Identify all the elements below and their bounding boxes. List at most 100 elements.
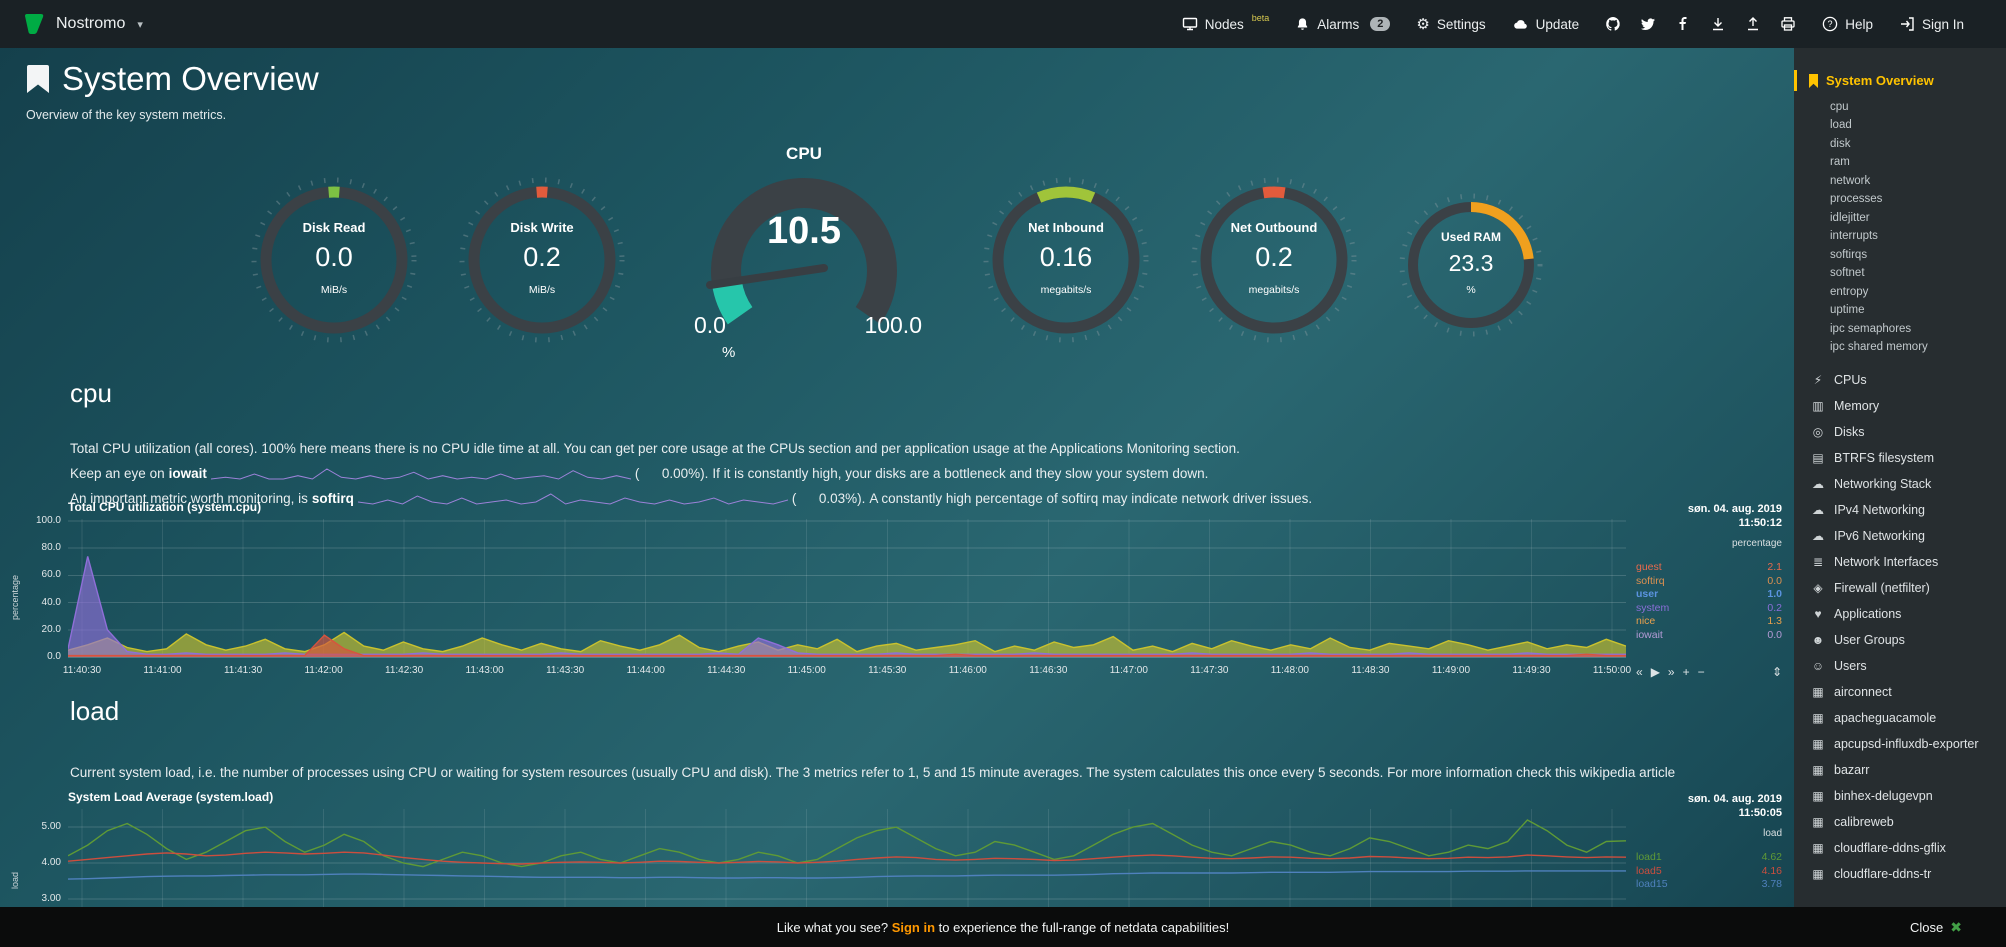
banner-message: Like what you see? Sign in to experience… — [0, 920, 2006, 935]
legend-row-load1[interactable]: load1 4.62 — [1636, 851, 1782, 865]
update-button[interactable]: Update — [1512, 17, 1579, 32]
sidebar-item-apcupsd-influxdb-exporter[interactable]: ▦ apcupsd-influxdb-exporter — [1794, 731, 2006, 757]
sidebar-item-network-interfaces[interactable]: ≣ Network Interfaces — [1794, 549, 2006, 575]
chart-title: Total CPU utilization (system.cpu) — [68, 500, 262, 514]
chart-title: System Load Average (system.load) — [68, 790, 274, 804]
pan-left-icon[interactable]: « — [1636, 665, 1643, 679]
brand-menu[interactable]: Nostromo ▾ — [22, 12, 143, 36]
legend-row-system[interactable]: system 0.2 — [1636, 602, 1782, 616]
sidebar-item-ipc-shared-memory[interactable]: ipc shared memory — [1830, 341, 1928, 353]
sidebar-item-cloudflare-ddns-gflix[interactable]: ▦ cloudflare-ddns-gflix — [1794, 835, 2006, 861]
sidebar-item-ipv6-networking[interactable]: ☁ IPv6 Networking — [1794, 523, 2006, 549]
gauge-svg — [983, 177, 1149, 343]
sidebar-item-softnet[interactable]: softnet — [1830, 267, 1865, 279]
sidebar-item-ram[interactable]: ram — [1830, 156, 1850, 168]
settings-label: Settings — [1436, 16, 1486, 32]
sidebar-item-label: apacheguacamole — [1834, 710, 1937, 725]
chart-plot-area[interactable]: 11:40:30 11:41:00 11:41:30 11:42:00 11:42:30… — [63, 515, 1631, 679]
zoom-out-icon[interactable]: − — [1697, 665, 1705, 679]
nodes-button[interactable]: Nodes beta — [1182, 13, 1269, 32]
series-line-load5 — [68, 851, 1626, 865]
twitter-button[interactable] — [1640, 16, 1656, 32]
gauge-cpu[interactable]: CPU 10.5 0.0 100.0 % — [664, 144, 944, 364]
sidebar-item-memory[interactable]: ▥ Memory — [1794, 393, 2006, 419]
sidebar-item-disk[interactable]: disk — [1830, 137, 1851, 150]
sidebar-item-label: cloudflare-ddns-gflix — [1834, 840, 1946, 855]
help-button[interactable]: ? Help — [1822, 16, 1873, 32]
settings-button[interactable]: ⚙ Settings — [1416, 15, 1485, 33]
legend-row-guest[interactable]: guest 2.1 — [1636, 561, 1782, 575]
cpu-desc-text: A constantly high percentage of softirq … — [869, 491, 1313, 506]
sidebar-item-user-groups[interactable]: ☻ User Groups — [1794, 627, 2006, 653]
sidebar-item-users[interactable]: ☺ Users — [1794, 653, 2006, 679]
y-tick-label: 0.0 — [47, 651, 61, 662]
legend-name: softirq — [1636, 574, 1665, 587]
sidebar-item-cpus[interactable]: ⚡ CPUs — [1794, 367, 2006, 393]
zoom-in-icon[interactable]: + — [1682, 665, 1690, 679]
sidebar-item-load[interactable]: load — [1830, 119, 1852, 131]
sidebar-overview-list: cpu load disk ram network processes idlejitter… — [1794, 98, 2006, 357]
gauge-disk-write[interactable]: Disk Write 0.2 MiB/s — [456, 174, 628, 351]
export-button[interactable] — [1745, 16, 1761, 32]
sidebar-item-system-overview[interactable]: System Overview — [1794, 70, 2006, 91]
grid-icon: ▦ — [1812, 710, 1824, 725]
chart-canvas[interactable] — [68, 515, 1626, 663]
gauge-net-outbound[interactable]: Net Outbound 0.2 megabits/s — [1188, 174, 1360, 351]
github-button[interactable] — [1605, 16, 1621, 32]
sidebar-active-label: System Overview — [1826, 73, 1934, 88]
legend-row-load5[interactable]: load5 4.16 — [1636, 865, 1782, 879]
grid-icon: ▦ — [1812, 814, 1824, 829]
chart-plot-area[interactable] — [68, 805, 1626, 947]
sidebar-item-cpu[interactable]: cpu — [1830, 100, 1849, 113]
sidebar-item-ipv4-networking[interactable]: ☁ IPv4 Networking — [1794, 497, 2006, 523]
cpu-gauge-title: CPU — [786, 144, 822, 163]
sidebar-item-idlejitter[interactable]: idlejitter — [1830, 211, 1870, 224]
sidebar-item-firewall-netfilter-[interactable]: ◈ Firewall (netfilter) — [1794, 575, 2006, 601]
sidebar-item-ipc-semaphores[interactable]: ipc semaphores — [1830, 322, 1912, 335]
sidebar-item-processes[interactable]: processes — [1830, 193, 1883, 205]
sidebar-item-softirqs[interactable]: softirqs — [1830, 248, 1868, 261]
print-button[interactable] — [1780, 16, 1796, 32]
softirq-sparkline[interactable] — [357, 492, 788, 506]
sidebar-item-apacheguacamole[interactable]: ▦ apacheguacamole — [1794, 705, 2006, 731]
facebook-button[interactable] — [1675, 16, 1691, 32]
gauge-disk-read[interactable]: Disk Read 0.0 MiB/s — [248, 174, 420, 351]
sidebar-item-entropy[interactable]: entropy — [1830, 285, 1869, 298]
legend-row-user[interactable]: user 1.0 — [1636, 588, 1782, 602]
alarms-button[interactable]: Alarms 2 — [1295, 17, 1391, 32]
sidebar-item-btrfs-filesystem[interactable]: ▤ BTRFS filesystem — [1794, 445, 2006, 471]
import-button[interactable] — [1710, 16, 1726, 32]
sidebar-item-network[interactable]: network — [1830, 174, 1871, 187]
sidebar-item-label: bazarr — [1834, 762, 1870, 777]
sidebar-item-airconnect[interactable]: ▦ airconnect — [1794, 679, 2006, 705]
legend-date: søn. 04. aug. 2019 — [1687, 503, 1782, 515]
sidebar-item-calibreweb[interactable]: ▦ calibreweb — [1794, 809, 2006, 835]
sidebar-item-disks[interactable]: ◎ Disks — [1794, 419, 2006, 445]
sidebar-item-interrupts[interactable]: interrupts — [1830, 230, 1878, 242]
sidebar-item-networking-stack[interactable]: ☁ Networking Stack — [1794, 471, 2006, 497]
cpu-gauge-unit: % — [722, 344, 736, 361]
legend-unit: percentage — [1731, 538, 1782, 549]
legend-row-softirq[interactable]: softirq 0.0 — [1636, 575, 1782, 589]
sidebar-item-binhex-delugevpn[interactable]: ▦ binhex-delugevpn — [1794, 783, 2006, 809]
legend-row-nice[interactable]: nice 1.3 — [1636, 615, 1782, 629]
banner-close-button[interactable]: Close ✖ — [1910, 919, 1962, 936]
gauge-used-ram[interactable]: Used RAM 23.3 % — [1396, 190, 1546, 345]
sidebar-item-bazarr[interactable]: ▦ bazarr — [1794, 757, 2006, 783]
chart-canvas[interactable] — [68, 805, 1626, 947]
legend-row-load15[interactable]: load15 3.78 — [1636, 878, 1782, 892]
sidebar-item-applications[interactable]: ♥ Applications — [1794, 601, 2006, 627]
sidebar-item-uptime[interactable]: uptime — [1830, 304, 1865, 316]
resize-icon[interactable]: ⇕ — [1771, 665, 1782, 679]
iowait-sparkline[interactable] — [210, 467, 631, 481]
sidebar-item-cloudflare-ddns-tr[interactable]: ▦ cloudflare-ddns-tr — [1794, 861, 2006, 887]
gear-icon: ⚙ — [1416, 16, 1430, 33]
gauge-net-inbound[interactable]: Net Inbound 0.16 megabits/s — [980, 174, 1152, 351]
play-icon[interactable]: ▶ — [1650, 665, 1660, 679]
pan-right-icon[interactable]: » — [1667, 665, 1675, 679]
sidebar-item-label: CPUs — [1834, 372, 1867, 387]
legend-row-iowait[interactable]: iowait 0.0 — [1636, 629, 1782, 643]
banner-signin-link[interactable]: Sign in — [891, 919, 936, 935]
signin-button[interactable]: Sign In — [1899, 16, 1964, 32]
legend-name: nice — [1636, 615, 1656, 627]
